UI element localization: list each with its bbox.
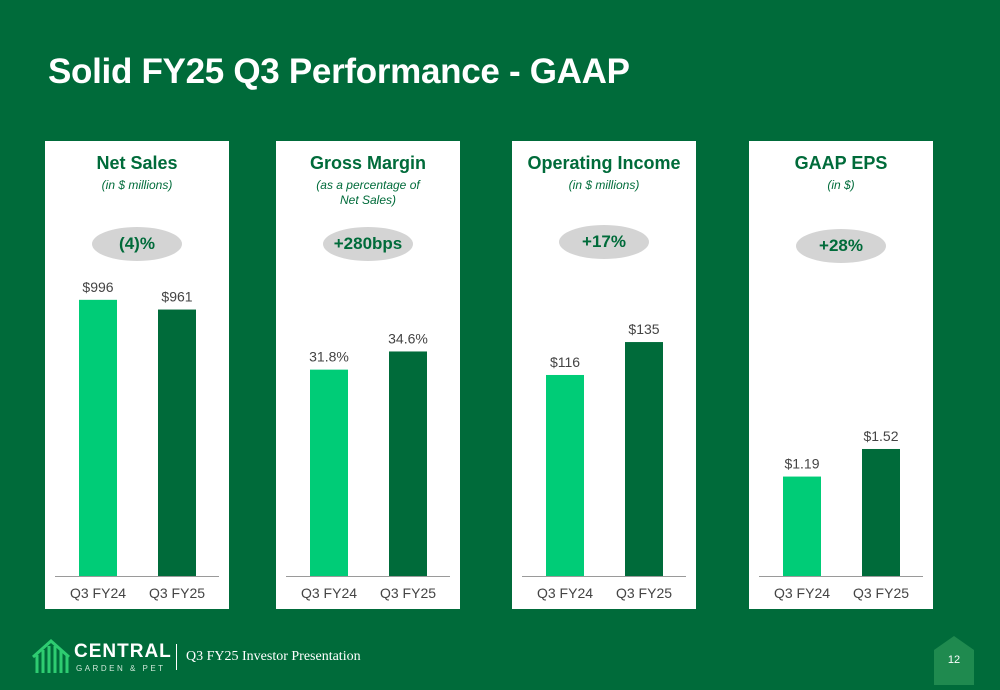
bar-value-label: $1.52	[863, 428, 898, 444]
panel-title: Net Sales	[96, 153, 178, 173]
panel-title: Operating Income	[527, 153, 681, 173]
page-number: 12	[947, 654, 961, 666]
bar-value-label: $116	[550, 354, 580, 370]
footer-divider	[176, 644, 177, 670]
footer-presentation-title: Q3 FY25 Investor Presentation	[186, 649, 361, 664]
logo-subtitle: GARDEN & PET	[76, 664, 166, 673]
gaap-eps-chart: $1.19 Q3 FY24 $1.52 Q3 FY25	[759, 428, 923, 601]
x-tick-label: Q3 FY25	[853, 585, 909, 601]
gaap-eps-panel: GAAP EPS (in $) +28% $1.19 Q3 FY24 $1.52 Q3…	[749, 141, 933, 609]
x-tick-label: Q3 FY24	[301, 585, 357, 601]
bar-value-label: $1.19	[784, 456, 819, 472]
bar-q3-fy25	[625, 342, 663, 576]
bar-q3-fy25	[389, 351, 427, 576]
change-badge: (4)%	[92, 227, 182, 261]
change-badge: +28%	[796, 229, 886, 263]
bar-q3-fy24	[546, 374, 584, 576]
house-logo-icon	[32, 638, 70, 673]
x-tick-label: Q3 FY24	[70, 585, 126, 601]
gross-margin-panel: Gross Margin (as a percentage of Net Sal…	[276, 141, 460, 609]
net-sales-panel: Net Sales (in $ millions) (4)% $996 Q3 FY…	[45, 141, 229, 609]
panel-subtitle: (in $)	[827, 178, 855, 192]
bar-q3-fy24	[783, 476, 821, 576]
bar-value-label: $135	[628, 321, 659, 337]
operating-income-panel: Operating Income (in $ millions) +17% $1…	[512, 141, 696, 609]
bar-value-label: $996	[82, 279, 113, 295]
x-tick-label: Q3 FY25	[380, 585, 436, 601]
bar-value-label: 31.8%	[309, 349, 349, 365]
slide-title: Solid FY25 Q3 Performance - GAAP	[48, 52, 630, 91]
page-badge-shape	[934, 636, 974, 685]
bar-q3-fy24	[79, 299, 117, 576]
operating-income-chart: $116 Q3 FY24 $135 Q3 FY25	[522, 321, 686, 601]
gross-margin-chart: 31.8% Q3 FY24 34.6% Q3 FY25	[286, 330, 450, 601]
bar-q3-fy25	[158, 309, 196, 576]
change-badge: +280bps	[323, 227, 413, 261]
page-number-badge: 12	[934, 636, 974, 685]
x-tick-label: Q3 FY25	[149, 585, 205, 601]
x-tick-label: Q3 FY25	[616, 585, 672, 601]
panel-title: GAAP EPS	[794, 153, 888, 173]
panel-title: Gross Margin	[309, 153, 427, 173]
bar-value-label: 34.6%	[388, 330, 428, 346]
panel-subtitle: (in $ millions)	[568, 178, 640, 192]
change-badge: +17%	[559, 225, 649, 259]
logo-wordmark: CENTRAL	[74, 641, 172, 662]
net-sales-chart: $996 Q3 FY24 $961 Q3 FY25	[55, 279, 219, 601]
panel-subtitle: (in $ millions)	[101, 178, 173, 192]
panel-subtitle: (as a percentage of Net Sales)	[316, 178, 420, 207]
bar-q3-fy24	[310, 369, 348, 576]
x-tick-label: Q3 FY24	[774, 585, 830, 601]
x-tick-label: Q3 FY24	[537, 585, 593, 601]
bar-q3-fy25	[862, 448, 900, 576]
bar-value-label: $961	[161, 289, 192, 305]
central-garden-logo: CENTRAL GARDEN & PET	[30, 637, 172, 677]
